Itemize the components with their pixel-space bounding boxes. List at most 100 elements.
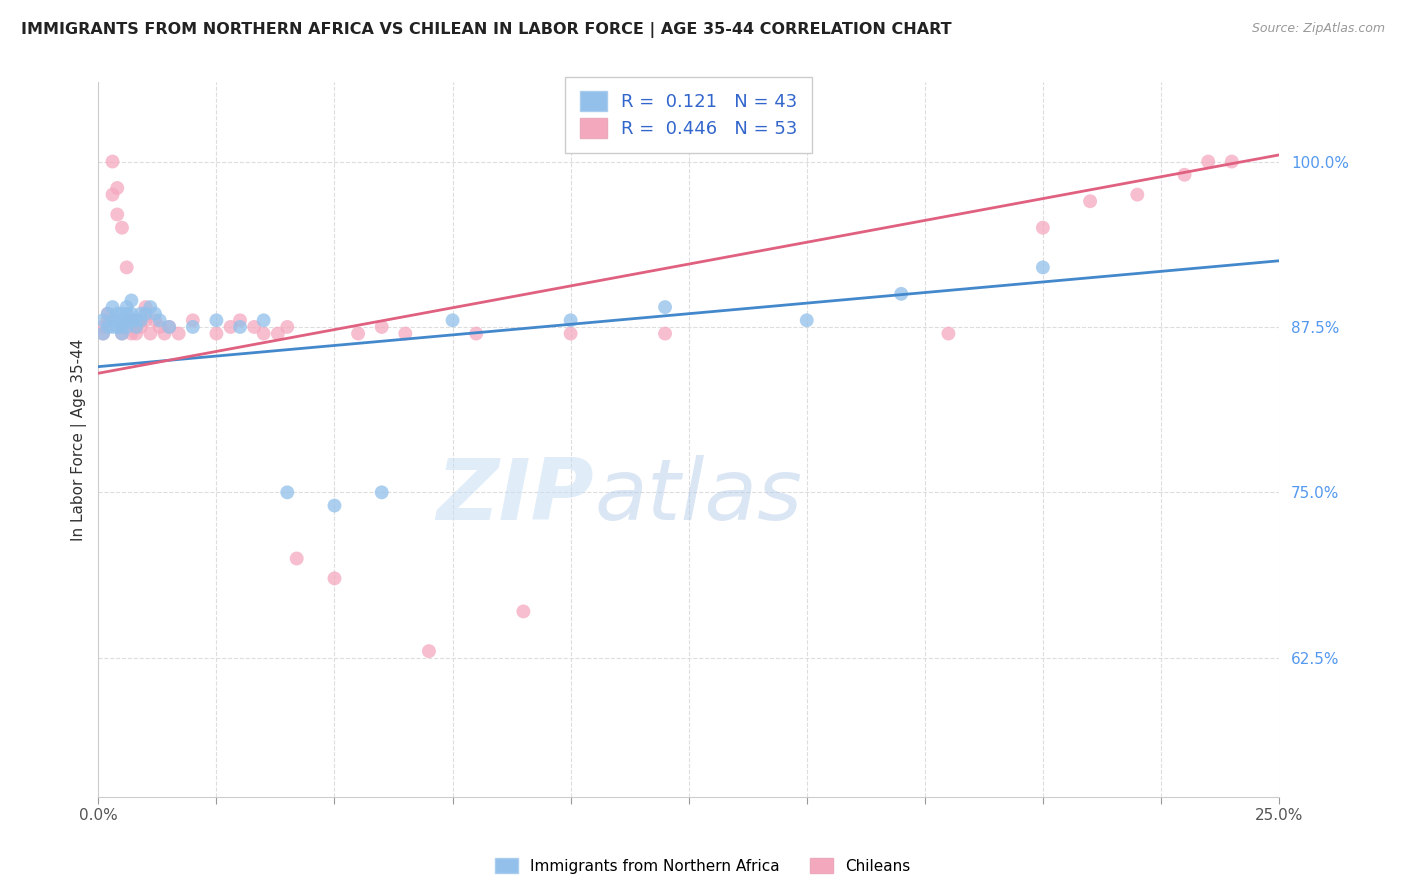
Point [105,313,128,327]
Point [91,320,114,334]
Point [219,320,242,334]
Point [101,313,124,327]
Point [120,326,142,341]
Point [125,313,148,327]
Point [125,326,148,341]
Point [105,207,128,221]
Point [938,326,960,341]
Point [135,313,157,327]
Point [153,326,176,341]
Point [105,307,128,321]
Point [125,320,148,334]
Point [115,313,138,327]
Point [120,293,142,308]
Point [129,320,152,334]
Legend: Immigrants from Northern Africa, Chileans: Immigrants from Northern Africa, Chilean… [489,852,917,880]
Point [253,326,276,341]
Point [229,313,252,327]
Point [370,320,392,334]
Point [97,320,120,334]
Point [149,320,172,334]
Point [347,326,370,341]
Point [205,326,228,341]
Point [253,313,276,327]
Point [157,320,180,334]
Point [267,326,290,341]
Point [276,320,298,334]
Point [97,307,120,321]
Point [796,313,818,327]
Point [1197,154,1219,169]
Point [111,320,134,334]
Point [139,326,162,341]
Point [115,320,138,334]
Point [157,320,180,334]
Point [129,313,152,327]
Text: IMMIGRANTS FROM NORTHERN AFRICA VS CHILEAN IN LABOR FORCE | AGE 35-44 CORRELATIO: IMMIGRANTS FROM NORTHERN AFRICA VS CHILE… [21,22,952,38]
Point [1078,194,1101,209]
Point [120,313,142,327]
Point [149,313,172,327]
Point [139,300,162,314]
Point [105,320,128,334]
Point [91,326,114,341]
Point [654,300,676,314]
Point [111,326,134,341]
Point [1220,154,1243,169]
Point [105,181,128,195]
Point [115,300,138,314]
Point [97,307,120,321]
Point [120,307,142,321]
Point [1174,168,1197,182]
Point [97,313,120,327]
Point [181,313,204,327]
Point [465,326,488,341]
Point [394,326,416,341]
Point [560,313,582,327]
Point [1032,220,1054,235]
Point [181,320,204,334]
Legend: R =  0.121   N = 43, R =  0.446   N = 53: R = 0.121 N = 43, R = 0.446 N = 53 [565,77,813,153]
Point [276,485,298,500]
Point [654,326,676,341]
Point [111,313,134,327]
Point [125,320,148,334]
Point [101,154,124,169]
Point [370,485,392,500]
Point [125,313,148,327]
Point [1032,260,1054,275]
Point [323,571,346,585]
Point [1126,187,1149,202]
Point [167,326,190,341]
Point [205,313,228,327]
Point [143,307,166,321]
Point [111,320,134,334]
Point [129,313,152,327]
Text: Source: ZipAtlas.com: Source: ZipAtlas.com [1251,22,1385,36]
Point [91,326,114,341]
Point [111,220,134,235]
Point [560,326,582,341]
Point [101,320,124,334]
Point [890,286,912,301]
Point [115,260,138,275]
Point [323,499,346,513]
Y-axis label: In Labor Force | Age 35-44: In Labor Force | Age 35-44 [72,338,87,541]
Point [229,320,252,334]
Point [101,187,124,202]
Point [115,307,138,321]
Point [441,313,464,327]
Point [129,307,152,321]
Point [120,313,142,327]
Point [285,551,308,566]
Point [115,313,138,327]
Text: ZIP: ZIP [437,455,595,538]
Point [143,313,166,327]
Point [512,604,534,618]
Text: atlas: atlas [595,455,803,538]
Point [91,313,114,327]
Point [135,307,157,321]
Point [243,320,266,334]
Point [135,300,157,314]
Point [418,644,440,658]
